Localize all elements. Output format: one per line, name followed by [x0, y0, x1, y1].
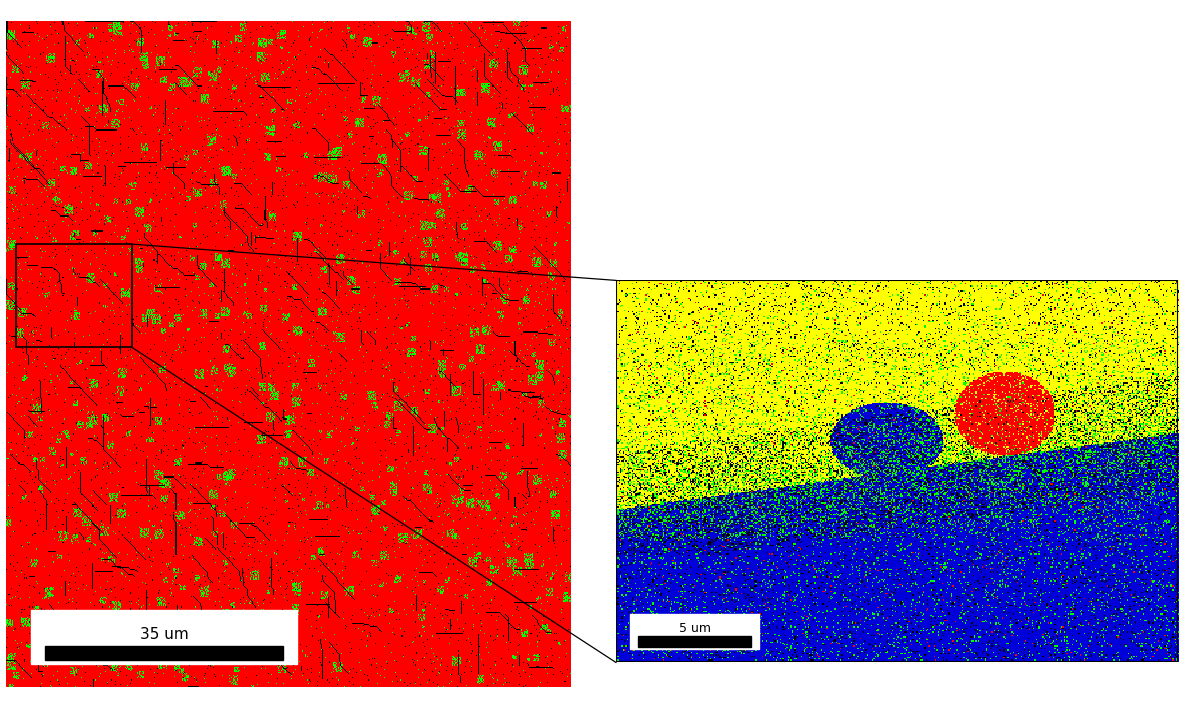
Bar — [630, 613, 759, 649]
Text: 35 um: 35 um — [140, 627, 189, 642]
Text: 5 um: 5 um — [678, 622, 710, 634]
Bar — [16, 244, 132, 348]
Bar — [639, 637, 751, 647]
Bar — [45, 646, 282, 660]
Bar — [31, 611, 297, 664]
